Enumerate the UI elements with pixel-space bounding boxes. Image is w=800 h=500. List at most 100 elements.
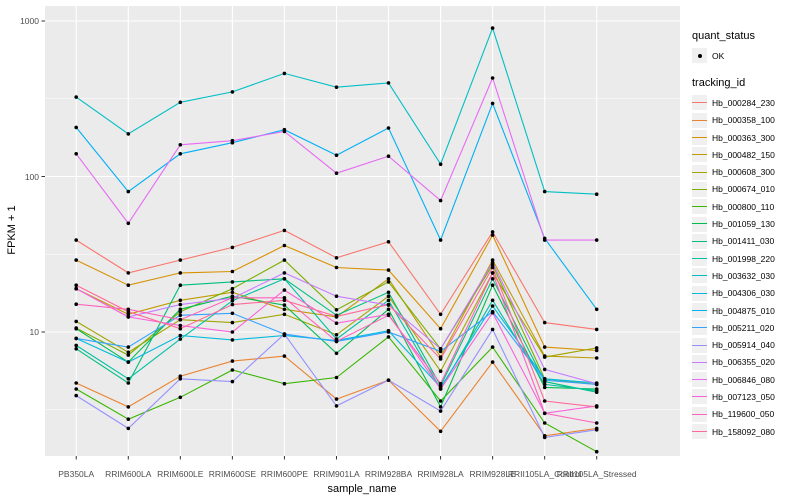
data-point	[438, 429, 443, 434]
data-point	[282, 288, 287, 292]
legend-item-Hb_000363_300: Hb_000363_300	[692, 129, 798, 146]
data-point	[490, 304, 495, 308]
data-point	[594, 356, 599, 360]
data-point	[490, 360, 495, 364]
series-color-key	[692, 130, 707, 146]
series-color-key	[692, 354, 707, 370]
data-point	[334, 333, 339, 337]
legend-item-label: Hb_004875_010	[712, 305, 775, 316]
data-point	[74, 302, 78, 307]
data-point	[230, 298, 235, 303]
data-point	[490, 265, 495, 270]
line-swatch-icon	[692, 223, 707, 225]
series-color-key	[692, 181, 707, 197]
data-point	[178, 377, 183, 381]
data-point	[230, 330, 235, 334]
data-point	[230, 245, 235, 250]
data-point	[386, 240, 391, 244]
data-point	[178, 333, 183, 338]
data-point	[334, 351, 339, 356]
data-point	[126, 345, 131, 349]
data-point	[230, 320, 235, 325]
data-point	[74, 343, 78, 348]
data-point	[438, 409, 443, 413]
data-point	[230, 138, 235, 143]
series-color-key	[692, 303, 707, 318]
series-color-key	[692, 251, 707, 267]
data-point	[490, 271, 495, 275]
series-color-key	[692, 112, 707, 128]
data-point	[438, 349, 443, 354]
legend-item-Hb_119600_050: Hb_119600_050	[692, 406, 798, 423]
data-point	[178, 307, 183, 312]
data-point	[74, 326, 78, 331]
ok-key	[692, 48, 707, 64]
x-tick-label: RRII105LA_Control	[507, 469, 582, 479]
data-point	[74, 258, 78, 262]
data-point	[178, 395, 183, 400]
legend-item-Hb_000482_150: Hb_000482_150	[692, 146, 798, 163]
data-point	[386, 126, 391, 130]
data-point	[594, 388, 599, 393]
data-point	[334, 265, 339, 270]
line-swatch-icon	[692, 206, 707, 208]
legend-item-Hb_001059_130: Hb_001059_130	[692, 215, 798, 232]
data-point	[542, 355, 547, 359]
x-tick-label: RRIM600PE	[260, 469, 309, 479]
data-point	[594, 307, 599, 312]
legend-item-Hb_000358_100: Hb_000358_100	[692, 112, 798, 129]
tracking-id-legend-title: tracking_id	[692, 77, 746, 90]
x-tick-label: RRIM600LE	[157, 469, 204, 479]
legend-item-ok: OK	[692, 47, 798, 64]
data-point	[594, 348, 599, 353]
data-point	[594, 428, 599, 432]
line-swatch-icon	[692, 327, 707, 329]
data-point	[438, 399, 443, 403]
line-swatch-icon	[692, 430, 707, 432]
data-point	[490, 76, 495, 80]
data-point	[74, 347, 78, 351]
data-point	[594, 238, 599, 242]
data-point	[438, 357, 443, 361]
data-point	[542, 238, 547, 242]
data-point	[74, 336, 78, 341]
data-point	[74, 286, 78, 291]
data-point	[490, 26, 495, 30]
data-point	[334, 339, 339, 344]
data-point	[438, 312, 443, 317]
data-point	[490, 277, 495, 281]
legend-item-label: Hb_001411_030	[712, 236, 775, 247]
data-point	[386, 294, 391, 299]
data-point	[126, 377, 131, 381]
legend: quant_status OK tracking_id Hb_000284_23…	[692, 30, 798, 440]
legend-item-Hb_004306_030: Hb_004306_030	[692, 285, 798, 302]
data-point	[282, 243, 287, 248]
line-swatch-icon	[692, 171, 707, 173]
data-point	[282, 129, 287, 134]
data-point	[178, 313, 183, 318]
data-point	[490, 310, 495, 315]
series-color-key	[692, 164, 707, 180]
legend-item-Hb_007123_050: Hb_007123_050	[692, 388, 798, 405]
data-point	[438, 381, 443, 386]
data-point	[490, 298, 495, 303]
x-tick-label: RRII105LA_Stressed	[556, 469, 637, 479]
data-point	[126, 426, 131, 431]
data-point	[178, 326, 183, 331]
legend-item-label: Hb_000284_230	[712, 97, 775, 108]
legend-item-label: Hb_119600_050	[712, 409, 775, 420]
data-point	[334, 321, 339, 326]
data-point	[386, 313, 391, 318]
data-point	[282, 298, 287, 303]
data-point	[282, 332, 287, 336]
x-tick-label: RRIM928BA	[364, 469, 413, 479]
data-point	[594, 192, 599, 196]
data-point	[178, 100, 183, 105]
data-point	[594, 346, 599, 350]
line-swatch-icon	[692, 413, 707, 415]
line-swatch-icon	[692, 188, 707, 190]
legend-item-label: Hb_003632_030	[712, 270, 775, 281]
data-point	[74, 95, 78, 99]
legend-item-Hb_005914_040: Hb_005914_040	[692, 336, 798, 353]
